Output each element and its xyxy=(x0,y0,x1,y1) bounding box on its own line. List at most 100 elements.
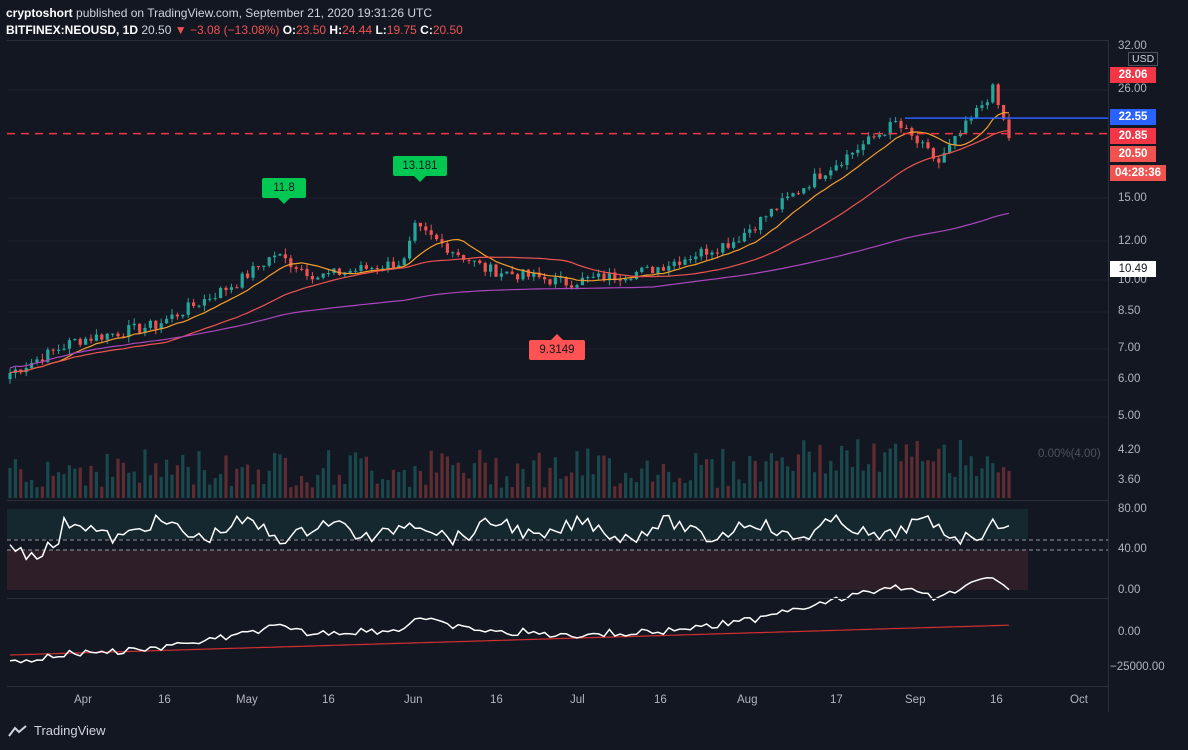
candle-body xyxy=(872,136,876,138)
volume-bar xyxy=(672,482,676,498)
volume-bar xyxy=(845,450,849,498)
candle-body xyxy=(100,334,104,340)
volume-bar xyxy=(1007,470,1011,498)
candle-body xyxy=(505,271,509,274)
volume-bar xyxy=(985,456,989,498)
tradingview-logo[interactable]: TradingView xyxy=(8,723,106,738)
volume-bar xyxy=(721,448,725,498)
candle-body xyxy=(57,349,61,351)
volume-bar xyxy=(192,484,196,498)
candle-body xyxy=(931,148,935,159)
volume-bar xyxy=(996,472,1000,498)
candle-body xyxy=(548,279,552,285)
time-tick: 16 xyxy=(322,694,335,706)
candle-body xyxy=(111,333,115,335)
candle-body xyxy=(386,261,390,269)
volume-bar xyxy=(359,458,363,498)
volume-bar xyxy=(62,474,66,498)
volume-bar xyxy=(904,444,908,498)
candle-body xyxy=(980,105,984,108)
price-change: ▼ −3.08 (−13.08%) xyxy=(174,23,280,37)
volume-bar xyxy=(148,475,152,498)
candle-body xyxy=(208,298,212,300)
candle-body xyxy=(699,248,703,257)
candle-body xyxy=(996,84,1000,105)
high-value: 24.44 xyxy=(342,23,373,37)
volume-bar xyxy=(132,471,136,498)
candle-body xyxy=(429,230,433,235)
volume-bar xyxy=(829,460,833,498)
candle-body xyxy=(867,136,871,145)
volume-bar xyxy=(24,481,28,498)
volume-bar xyxy=(813,472,817,498)
candle-body xyxy=(300,268,304,270)
publish-info: cryptoshort published on TradingView.com… xyxy=(6,6,432,20)
candle-body xyxy=(678,261,682,265)
volume-ma-label: 0.00%(4.00) xyxy=(1038,448,1101,460)
candle-body xyxy=(78,338,82,345)
volume-bar xyxy=(305,482,309,498)
volume-bar xyxy=(175,465,179,498)
volume-bar xyxy=(980,468,984,498)
volume-bar xyxy=(948,473,952,498)
candle-body xyxy=(246,273,250,278)
symbol-name[interactable]: BITFINEX:NEOUSD, 1D xyxy=(6,23,139,37)
candle-body xyxy=(850,152,854,155)
volume-bar xyxy=(726,485,730,498)
candle-body xyxy=(94,334,98,341)
volume-bar xyxy=(683,483,687,498)
volume-bar xyxy=(19,469,23,498)
candle-body xyxy=(667,266,671,271)
time-tick: Jun xyxy=(404,694,423,706)
candle-body xyxy=(732,242,736,248)
volume-bar xyxy=(580,475,584,498)
candle-body xyxy=(489,264,493,272)
candle-body xyxy=(121,336,125,338)
volume-bar xyxy=(429,450,433,498)
candle-body xyxy=(364,265,368,269)
volume-bar xyxy=(267,470,271,498)
candle-body xyxy=(224,287,228,291)
volume-bar xyxy=(375,483,379,498)
candle-body xyxy=(991,84,995,103)
volume-bar xyxy=(937,448,941,498)
volume-bar xyxy=(737,479,741,498)
volume-bar xyxy=(656,474,660,498)
candle-body xyxy=(127,325,131,337)
candle-body xyxy=(543,277,547,280)
candle-body xyxy=(143,327,147,333)
volume-bar xyxy=(467,478,471,498)
volume-bar xyxy=(213,478,217,498)
candle-body xyxy=(181,314,185,317)
candle-body xyxy=(321,273,325,278)
candle-body xyxy=(764,216,768,218)
time-tick: Sep xyxy=(905,694,926,706)
volume-bar xyxy=(251,484,255,498)
candle-body xyxy=(715,252,719,254)
volume-bar xyxy=(931,461,935,498)
candle-body xyxy=(159,323,163,329)
candle-body xyxy=(451,252,455,254)
publisher-name[interactable]: cryptoshort xyxy=(6,6,73,20)
candle-body xyxy=(327,273,331,275)
volume-bar xyxy=(678,478,682,498)
candle-body xyxy=(1007,119,1011,139)
open-label: O: xyxy=(282,23,297,37)
candle-body xyxy=(35,359,39,363)
candle-body xyxy=(418,222,422,227)
candle-body xyxy=(861,144,865,150)
volume-bar xyxy=(613,486,617,498)
volume-bar xyxy=(381,479,385,498)
candle-body xyxy=(602,273,606,281)
volume-bar xyxy=(715,487,719,498)
candle-body xyxy=(737,241,741,243)
volume-bar xyxy=(877,471,881,498)
currency-label[interactable]: USD xyxy=(1128,52,1159,66)
obv-tick: 0.00 xyxy=(1118,626,1141,638)
low-label: L: xyxy=(375,23,387,37)
volume-bar xyxy=(310,487,314,498)
volume-bar xyxy=(472,463,476,498)
candle-body xyxy=(672,261,676,267)
volume-bar xyxy=(402,469,406,498)
